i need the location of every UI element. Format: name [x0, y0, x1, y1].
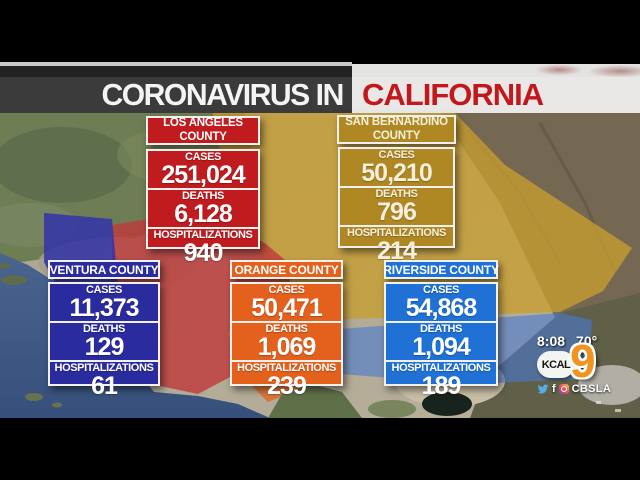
hospitalizations-value: 214: [377, 237, 417, 265]
map-forest-patch: [0, 127, 132, 203]
cases-value: 54,868: [405, 294, 477, 322]
county-card-orange-title: ORANGE COUNTY: [230, 260, 343, 279]
deaths-value: 129: [84, 333, 125, 361]
social-handle: CBSLA: [571, 383, 612, 395]
county-card-ventura-title: VENTURA COUNTY: [48, 260, 160, 279]
county-card-riverside-stats: CASES 54,868 DEATHS 1,094 HOSPITALIZATIO…: [384, 282, 498, 399]
twitter-icon: [537, 384, 549, 394]
hospitalizations-label: HOSPITALIZATIONS: [237, 362, 336, 374]
map-city-speckle: [596, 401, 601, 404]
map-coastal-hills: [268, 384, 362, 418]
deaths-value: 1,094: [412, 333, 471, 361]
map-island: [25, 393, 43, 401]
hospitalizations-label: HOSPITALIZATIONS: [347, 227, 446, 239]
county-card-ventura-stats: CASES 11,373 DEATHS 129 HOSPITALIZATIONS…: [48, 282, 160, 399]
deaths-value: 1,069: [257, 333, 317, 361]
hospitalizations-value: 61: [91, 372, 118, 400]
county-card-los-angeles-stats: CASES 251,024 DEATHS 6,128 HOSPITALIZATI…: [146, 149, 260, 266]
map-island: [52, 402, 62, 408]
county-name: RIVERSIDE COUNTY: [383, 262, 499, 277]
deaths-row: DEATHS 796: [340, 186, 453, 225]
video-edge-strip-left: [0, 62, 352, 77]
deaths-label: DEATHS: [82, 323, 125, 335]
cases-label: CASES: [185, 151, 221, 163]
video-edge-strip-right: [352, 64, 640, 77]
map-city-speckle: [585, 388, 589, 391]
facebook-icon: f: [552, 383, 556, 395]
channel-9-logo: 9: [570, 335, 596, 387]
deaths-label: DEATHS: [181, 190, 224, 202]
county-card-riverside-title: RIVERSIDE COUNTY: [383, 260, 499, 279]
cases-value: 50,471: [251, 294, 322, 322]
map-island: [0, 263, 10, 269]
cases-value: 50,210: [361, 159, 432, 187]
cases-row: CASES 11,373: [50, 284, 158, 321]
hospitalizations-label: HOSPITALIZATIONS: [153, 229, 253, 241]
map-city-area: [578, 365, 640, 405]
hospitalizations-row: HOSPITALIZATIONS 239: [232, 360, 341, 399]
cases-label: CASES: [423, 284, 459, 296]
banner-right-section: CALIFORNIA: [352, 77, 640, 113]
deaths-label: DEATHS: [265, 323, 308, 335]
cases-label: CASES: [378, 149, 415, 161]
county-card-orange-stats: CASES 50,471 DEATHS 1,069 HOSPITALIZATIO…: [230, 282, 343, 399]
county-name: ORANGE COUNTY: [234, 262, 339, 277]
cases-label: CASES: [268, 284, 305, 296]
county-card-los-angeles-title: LOS ANGELES COUNTY: [146, 116, 260, 145]
hospitalizations-row: HOSPITALIZATIONS 940: [148, 227, 258, 266]
instagram-icon: [558, 384, 569, 394]
cases-row: CASES 54,868: [386, 284, 496, 321]
deaths-value: 6,128: [174, 200, 233, 228]
hospitalizations-value: 940: [183, 239, 224, 267]
deaths-label: DEATHS: [375, 188, 418, 200]
map-green-patch: [368, 400, 416, 418]
deaths-row: DEATHS 1,069: [232, 321, 341, 360]
time-temperature-bug: 8:08 70°: [537, 333, 597, 349]
cases-row: CASES 50,471: [232, 284, 341, 321]
county-card-san-bernardino-stats: CASES 50,210 DEATHS 796 HOSPITALIZATIONS…: [338, 147, 455, 264]
hospitalizations-label: HOSPITALIZATIONS: [54, 362, 154, 374]
deaths-row: DEATHS 6,128: [148, 188, 258, 227]
clock-time: 8:08: [537, 333, 566, 349]
map-island: [1, 275, 27, 285]
deaths-row: DEATHS 1,094: [386, 321, 496, 360]
hospitalizations-row: HOSPITALIZATIONS 61: [50, 360, 158, 399]
hospitalizations-row: HOSPITALIZATIONS 214: [340, 225, 453, 264]
county-name: LOS ANGELES COUNTY: [163, 116, 243, 143]
cases-row: CASES 50,210: [340, 149, 453, 186]
hospitalizations-value: 239: [267, 372, 307, 400]
deaths-value: 796: [377, 198, 417, 226]
deaths-label: DEATHS: [419, 323, 462, 335]
cases-row: CASES 251,024: [148, 151, 258, 188]
banner-right-text: CALIFORNIA: [362, 77, 544, 112]
headline-banner: CORONAVIRUS IN CALIFORNIA: [0, 77, 640, 113]
banner-left-text: CORONAVIRUS IN: [101, 77, 345, 112]
kcal-logo: KCAL: [537, 351, 575, 378]
hospitalizations-row: HOSPITALIZATIONS 189: [386, 360, 496, 399]
cases-value: 11,373: [69, 294, 139, 322]
social-bar: f CBSLA: [537, 383, 611, 395]
temperature: 70°: [576, 333, 598, 349]
banner-left-section: CORONAVIRUS IN: [0, 77, 352, 113]
map-lake: [422, 392, 472, 416]
county-name: VENTURA COUNTY: [49, 262, 159, 277]
kcal-call-letters: KCAL: [541, 358, 571, 371]
hospitalizations-value: 189: [421, 372, 462, 400]
cases-label: CASES: [86, 284, 122, 296]
hospitalizations-label: HOSPITALIZATIONS: [391, 362, 491, 374]
county-card-san-bernardino-title: SAN BERNARDINO COUNTY: [337, 115, 456, 144]
deaths-row: DEATHS 129: [50, 321, 158, 360]
map-city-speckle: [615, 409, 621, 412]
county-name: SAN BERNARDINO COUNTY: [345, 115, 448, 142]
cases-value: 251,024: [161, 161, 245, 189]
